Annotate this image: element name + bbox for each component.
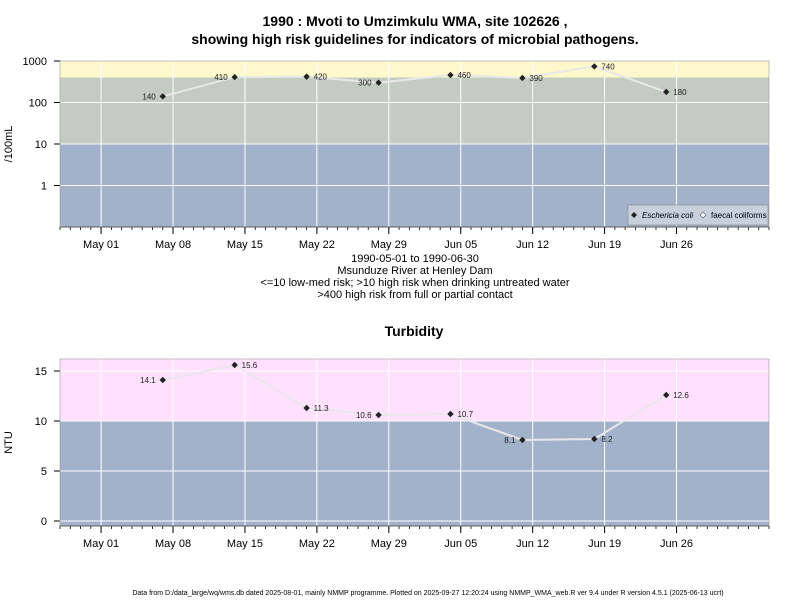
data-label-1: 15.6 bbox=[242, 361, 258, 370]
data-label-4: 460 bbox=[457, 71, 471, 80]
data-point-3 bbox=[375, 79, 382, 86]
x-tick-label-5: Jun 05 bbox=[444, 538, 477, 550]
data-point-2 bbox=[303, 404, 310, 412]
legend: Eschericia coli faecal coliforms bbox=[627, 204, 769, 226]
x-tick-label-7: Jun 19 bbox=[588, 538, 621, 550]
risk-band-1 bbox=[60, 359, 769, 421]
chart-turbidity: Turbidity 0 5 10 15 May 01 May 08 May 15 May 22 M… bbox=[3, 323, 770, 550]
data-point-4 bbox=[447, 410, 454, 418]
risk-band-1 bbox=[60, 77, 769, 144]
series-line-0 bbox=[162, 363, 667, 442]
x-tick-label-0: May 01 bbox=[83, 538, 119, 550]
y-tick-label-2: 100 bbox=[29, 98, 47, 110]
x-tick-label-7: Jun 19 bbox=[588, 239, 621, 251]
x-tick-label-5: Jun 05 bbox=[444, 239, 477, 251]
y-axis-title: NTU bbox=[3, 431, 15, 454]
data-label-6: 8.2 bbox=[601, 435, 613, 444]
data-point-0 bbox=[159, 376, 166, 384]
y-axis-title: /100mL bbox=[3, 126, 15, 163]
x-tick-label-3: May 22 bbox=[299, 538, 335, 550]
caption-line-3: >400 high risk from full or partial cont… bbox=[317, 289, 512, 301]
x-tick-label-6: Jun 12 bbox=[516, 538, 549, 550]
chart-microbial: 1990 : Mvoti to Umzimkulu WMA, site 1026… bbox=[3, 13, 770, 301]
data-label-2: 11.3 bbox=[314, 404, 330, 413]
risk-band-2 bbox=[60, 61, 769, 78]
data-label-7: 12.6 bbox=[673, 391, 689, 400]
y-tick-label-1: 5 bbox=[41, 466, 47, 478]
x-tick-label-4: May 29 bbox=[371, 538, 407, 550]
data-label-4: 10.7 bbox=[457, 410, 473, 419]
risk-band-0 bbox=[60, 421, 769, 526]
data-point-4 bbox=[447, 71, 454, 79]
y-tick-label-0: 1 bbox=[41, 181, 47, 193]
data-label-3: 300 bbox=[358, 79, 372, 88]
data-point-5 bbox=[519, 436, 526, 444]
footer-note: Data from D:/data_large/wq/wms.db dated … bbox=[132, 590, 723, 597]
chart-title: 1990 : Mvoti to Umzimkulu WMA, site 1026… bbox=[263, 13, 568, 29]
caption-line-1: Msunduze River at Henley Dam bbox=[337, 265, 492, 277]
x-tick-label-1: May 08 bbox=[155, 538, 191, 550]
series-line-0 bbox=[162, 65, 667, 98]
data-label-6: 740 bbox=[601, 62, 615, 71]
legend-marker-ecoli bbox=[631, 212, 637, 218]
data-label-3: 10.6 bbox=[356, 411, 372, 420]
x-tick-label-0: May 01 bbox=[83, 239, 119, 251]
caption-line-2: <=10 low-med risk; >10 high risk when dr… bbox=[260, 277, 569, 289]
data-point-5 bbox=[519, 74, 526, 82]
y-tick-label-3: 15 bbox=[35, 366, 47, 378]
y-tick-label-0: 0 bbox=[41, 516, 47, 528]
x-tick-label-3: May 22 bbox=[299, 239, 335, 251]
data-point-1 bbox=[231, 361, 238, 369]
data-label-7: 180 bbox=[673, 88, 687, 97]
data-label-1: 410 bbox=[214, 73, 228, 82]
data-label-0: 14.1 bbox=[140, 376, 156, 385]
chart-subtitle: showing high risk guidelines for indicat… bbox=[191, 31, 638, 47]
data-label-2: 420 bbox=[314, 73, 328, 82]
data-label-5: 390 bbox=[529, 74, 543, 83]
legend-box bbox=[627, 204, 769, 226]
x-tick-label-8: Jun 26 bbox=[660, 239, 693, 251]
x-tick-label-8: Jun 26 bbox=[660, 538, 693, 550]
data-point-1 bbox=[231, 73, 238, 81]
x-tick-label-1: May 08 bbox=[155, 239, 191, 251]
y-tick-label-2: 10 bbox=[35, 416, 47, 428]
data-point-6 bbox=[591, 435, 598, 443]
x-tick-label-4: May 29 bbox=[371, 239, 407, 251]
y-tick-label-1: 10 bbox=[35, 139, 47, 151]
data-point-0 bbox=[159, 93, 166, 100]
data-point-7 bbox=[663, 88, 670, 96]
data-point-6 bbox=[591, 63, 598, 70]
chart-title: Turbidity bbox=[385, 323, 444, 339]
legend-label-ecoli: Eschericia coli bbox=[642, 211, 693, 220]
data-label-5: 8.1 bbox=[504, 436, 516, 445]
x-tick-label-6: Jun 12 bbox=[516, 239, 549, 251]
data-label-0: 140 bbox=[142, 92, 156, 101]
data-point-7 bbox=[663, 391, 670, 399]
x-tick-label-2: May 15 bbox=[227, 538, 263, 550]
y-tick-label-3: 1000 bbox=[23, 56, 47, 68]
legend-marker-faecal bbox=[699, 211, 707, 219]
plot-frame bbox=[59, 60, 770, 228]
legend-label-faecal: faecal coliforms bbox=[711, 211, 767, 220]
data-point-3 bbox=[375, 411, 382, 419]
data-point-2 bbox=[303, 73, 310, 80]
x-tick-label-2: May 15 bbox=[227, 239, 263, 251]
plot-frame bbox=[59, 358, 770, 527]
caption-line-0: 1990-05-01 to 1990-06-30 bbox=[351, 253, 479, 265]
